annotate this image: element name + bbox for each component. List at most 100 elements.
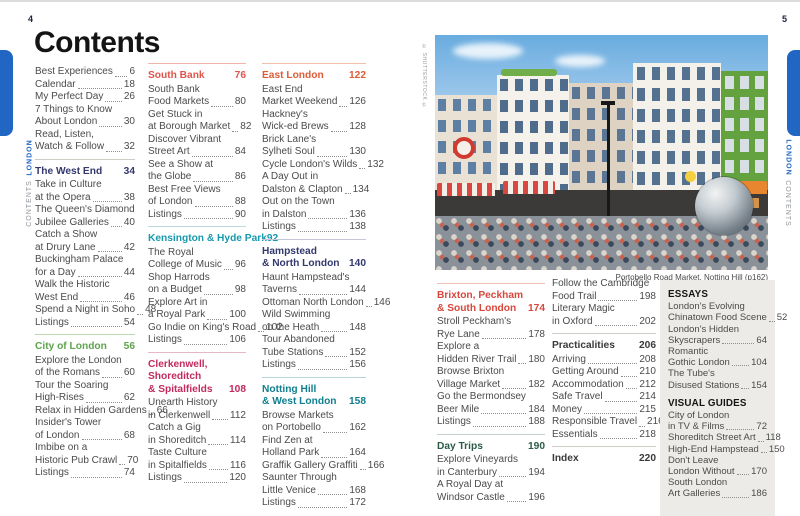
- toc-entry-label: Best Free Views: [148, 183, 221, 195]
- toc-entry-page: 30: [123, 116, 135, 127]
- toc-entry-row: South London: [668, 477, 767, 488]
- dot-leader: [741, 387, 750, 389]
- toc-entry: See a Show at the Globe 86: [148, 159, 246, 184]
- toc-entry-row: on a Budget 98: [148, 284, 246, 297]
- toc-entry-label: in Oxford: [552, 315, 593, 327]
- toc-entry: Shoreditch Street Art 118: [668, 432, 781, 443]
- toc-section-page: 220: [639, 453, 656, 464]
- dot-leader: [359, 469, 366, 470]
- toc-entry-row: Responsible Travel 216: [552, 416, 664, 429]
- toc-entry: Tour the Soaring High-Rises 62: [35, 380, 135, 405]
- toc-entry-label: Tour Abandoned: [262, 334, 335, 345]
- toc-entry-row: Saunter Through: [262, 472, 366, 485]
- dot-leader: [223, 268, 233, 270]
- toc-entry: Haunt Hampstead's Taverns 144: [262, 272, 366, 297]
- toc-section-title: & South London: [437, 302, 517, 314]
- toc-entry-label: Haunt Hampstead's: [262, 271, 350, 283]
- toc-entry-label: Market Weekend: [262, 96, 338, 107]
- section-divider: [552, 446, 656, 447]
- dot-leader: [299, 293, 348, 295]
- toc-entry-row: Cycle London's Wilds 132: [262, 159, 384, 172]
- toc-entry: High-End Hampstead 150: [668, 444, 785, 455]
- dot-leader: [594, 325, 638, 326]
- toc-entry-row: Taverns 144: [262, 284, 366, 297]
- toc-entry-row: Haunt Hampstead's: [262, 272, 366, 285]
- toc-entry-row: West End 46: [35, 292, 135, 305]
- toc-entry-page: 180: [528, 353, 545, 365]
- toc-entry-row: Listings 156: [262, 359, 366, 372]
- toc-section-title: The West End: [35, 165, 103, 177]
- toc-entry-row: in Oxford 202: [552, 316, 656, 329]
- toc-entry-label: Brick Lane's: [262, 133, 317, 145]
- toc-entry-label: Unearth History: [148, 397, 218, 408]
- toc-entry-page: 70: [127, 454, 139, 466]
- toc-entry-row: Graffik Gallery Graffiti 166: [262, 460, 384, 473]
- toc-entry-row: Wick-ed Brews 128: [262, 121, 366, 134]
- toc-entry-page: 178: [528, 328, 545, 340]
- toc-entry: Get Stuck in at Borough Market 82: [148, 109, 251, 134]
- toc-entry-label: My Perfect Day: [35, 91, 104, 102]
- toc-entry-row: on the Heath 148: [262, 322, 366, 335]
- toc-entry-row: at Borough Market 82: [148, 121, 251, 134]
- toc-entry-label: Calendar: [35, 78, 76, 90]
- dot-leader: [339, 105, 348, 107]
- toc-entry: Safe Travel 214: [552, 391, 656, 404]
- toc-entry-row: The Queen's Diamond: [35, 204, 135, 217]
- toc-entry-row: Skyscrapers 64: [668, 335, 767, 346]
- toc-entry-page: 40: [123, 216, 135, 228]
- toc-entry: Imbibe on a Historic Pub Crawl 70: [35, 442, 139, 467]
- toc-entry-row: Find Zen at: [262, 435, 366, 448]
- toc-entry-label: Getting Around: [552, 366, 619, 377]
- dot-leader: [92, 201, 122, 202]
- toc-entry-row: Hidden River Trail 180: [437, 354, 545, 367]
- toc-entry-label: Chinatown Food Scene: [668, 312, 767, 324]
- toc-entry: Don't Leave London Without 170: [668, 455, 767, 477]
- toc-entry-page: 114: [230, 434, 246, 446]
- toc-entry-label: London Without: [668, 466, 735, 478]
- toc-entry-row: College of Music 96: [148, 259, 246, 272]
- dot-leader: [587, 363, 638, 364]
- toc-entry-label: Catch a Gig: [148, 422, 201, 433]
- toc-header-row: The West End 34: [35, 166, 135, 179]
- toc-section-header: City of London 56: [35, 341, 135, 354]
- toc-entry-label: at the Opera: [35, 191, 91, 203]
- toc-section-page: 56: [123, 341, 135, 352]
- toc-entry-page: 102: [266, 321, 283, 333]
- toc-header-row: Practicalities 206: [552, 340, 656, 353]
- toc-entry-label: Taverns: [262, 284, 298, 295]
- toc-entry-page: 72: [756, 421, 767, 433]
- toc-entry-label: in Spitalfields: [148, 459, 207, 471]
- toc-entry-label: Hidden River Trail: [437, 353, 517, 365]
- toc-entry-row: Go Indie on King's Road 102: [148, 322, 283, 335]
- toc-entry-page: 144: [349, 284, 366, 295]
- toc-section-title: City of London: [35, 341, 107, 352]
- toc-entry-label: in Canterbury: [437, 466, 498, 478]
- dot-leader: [726, 429, 755, 431]
- toc-entry-row: See a Show at: [148, 159, 246, 172]
- toc-entry-row: Spend a Night in Soho 48: [35, 304, 156, 317]
- dot-leader: [322, 431, 348, 433]
- toc-header-row: Kensington & Hyde Park 92: [148, 233, 278, 246]
- toc-entry-label: Explore a: [437, 341, 480, 352]
- toc-entry-row: Watch & Follow 32: [35, 141, 135, 154]
- toc-entry-label: Tour the Soaring: [35, 379, 109, 391]
- toc-entry-row: Listings 120: [148, 472, 246, 485]
- toc-entry-row: Safe Travel 214: [552, 391, 656, 404]
- toc-section-title: & Spitalfields: [148, 383, 213, 395]
- toc-entry-label: on Portobello: [262, 422, 321, 433]
- toc-entry: Arriving 208: [552, 354, 656, 367]
- toc-entry-page: 104: [751, 357, 767, 369]
- toc-entry-page: 44: [123, 266, 135, 278]
- toc-entry-label: Go the Bermondsey: [437, 391, 526, 402]
- building-facade: [497, 75, 569, 192]
- toc-entry-row: Listings 54: [35, 317, 135, 330]
- toc-entry-row: South Bank: [148, 84, 246, 97]
- toc-entry-page: 150: [768, 443, 785, 455]
- toc-entry-label: of London: [148, 196, 193, 207]
- toc-entry-label: on the Heath: [262, 321, 320, 333]
- toc-entry-row: City of London: [668, 410, 767, 421]
- toc-entry-label: Tube Stations: [262, 346, 324, 358]
- toc-entry: Hackney's Wick-ed Brews 128: [262, 109, 366, 134]
- toc-entry: Responsible Travel 216: [552, 416, 664, 429]
- lamppost: [607, 105, 610, 220]
